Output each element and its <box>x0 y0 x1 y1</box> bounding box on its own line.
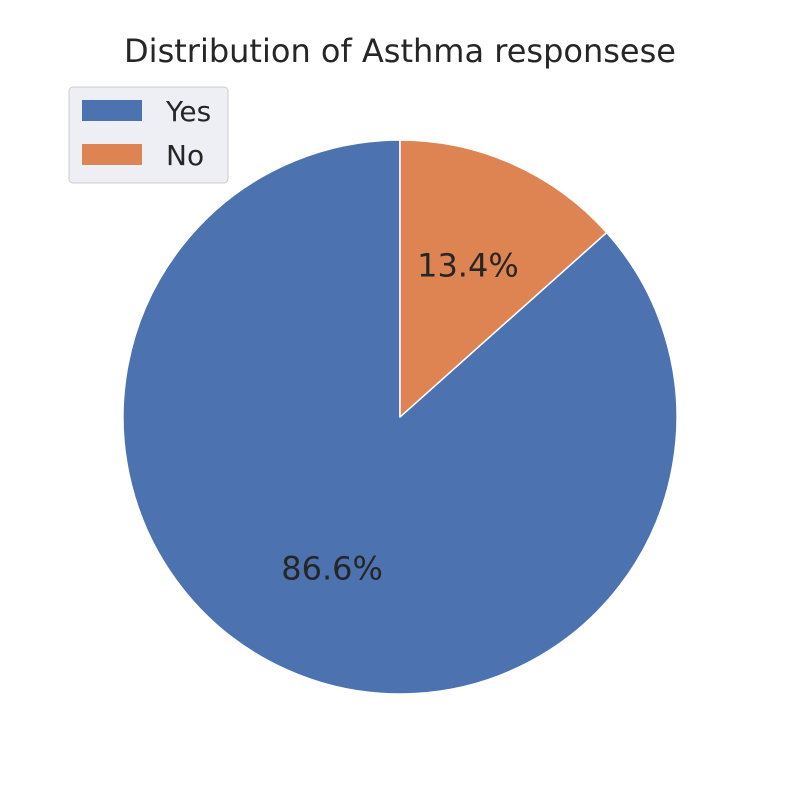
pie-slice-no <box>399 139 608 418</box>
legend-swatch-no <box>82 144 142 165</box>
legend-label-yes: Yes <box>165 95 211 128</box>
legend-swatch-yes <box>82 100 142 121</box>
slice-label-no: 13.4% <box>417 246 519 284</box>
chart-title: Distribution of Asthma responsese <box>124 32 676 70</box>
legend: Yes No <box>68 86 229 184</box>
legend-label-no: No <box>166 139 204 172</box>
slice-label-yes: 86.6% <box>281 550 383 588</box>
pie-slices <box>122 139 678 695</box>
slice-labels: 86.6% 13.4% <box>281 246 518 587</box>
